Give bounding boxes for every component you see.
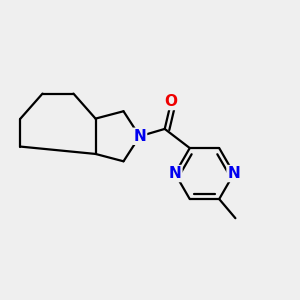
Text: N: N: [227, 166, 240, 181]
Text: N: N: [133, 129, 146, 144]
Text: O: O: [164, 94, 177, 109]
Text: N: N: [169, 166, 182, 181]
